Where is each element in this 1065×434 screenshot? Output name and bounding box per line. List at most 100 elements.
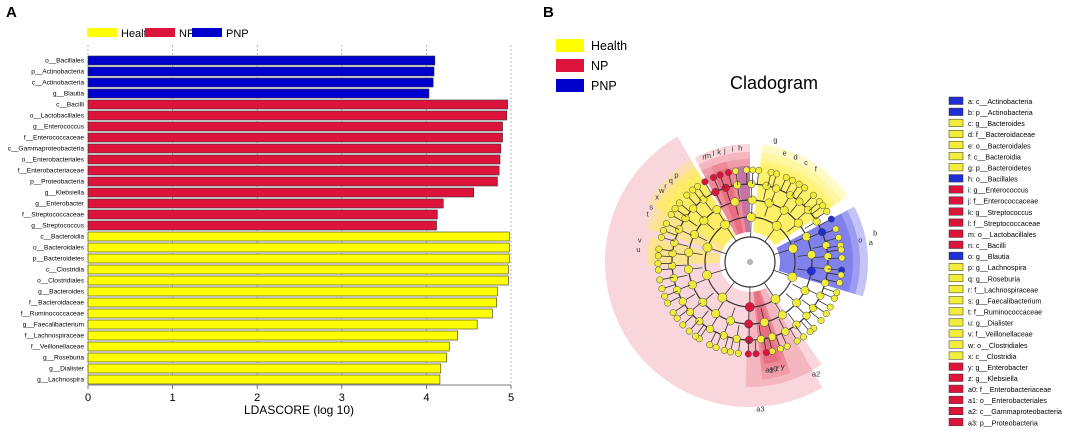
tree-node xyxy=(753,351,759,357)
tree-node xyxy=(807,267,815,275)
tree-node xyxy=(664,300,670,306)
bar-label: g__Faecalibacterium xyxy=(23,322,85,329)
tree-node xyxy=(699,298,707,306)
key-swatch xyxy=(949,330,963,338)
tree-node xyxy=(712,309,720,317)
tree-node xyxy=(838,272,844,278)
tree-node xyxy=(809,304,817,312)
tree-node xyxy=(703,243,712,252)
outer-label-a: a xyxy=(869,238,874,247)
tree-node xyxy=(796,181,802,187)
tree-node xyxy=(655,260,661,266)
key-label: n: c__Bacilli xyxy=(968,242,1006,250)
outer-label-v: v xyxy=(638,236,642,245)
key-label: g: p__Bacteroidetes xyxy=(968,164,1032,172)
tree-node xyxy=(745,351,751,357)
outer-label-w: w xyxy=(658,186,665,195)
bar-g-bacteroides xyxy=(88,287,497,296)
bar-f-veillonellaceae xyxy=(88,342,449,351)
key-swatch xyxy=(949,175,963,183)
key-swatch xyxy=(949,130,963,138)
tree-node xyxy=(828,216,834,222)
tree-node xyxy=(694,183,700,189)
bar-g-blautia xyxy=(88,89,429,98)
tree-node xyxy=(818,228,826,236)
clado-legend-swatch-np xyxy=(556,59,584,72)
x-tick-label: 1 xyxy=(170,392,176,404)
bar-c-gammaproteobacteria xyxy=(88,144,501,153)
lda-bar-labels: o__Bacillalesp__Actinobacteriac__Actinob… xyxy=(8,58,85,384)
key-label: a1: o__Enterobacteriales xyxy=(968,397,1047,405)
lda-x-axis-label: LDASCORE (log 10) xyxy=(244,403,354,417)
tree-node xyxy=(836,280,842,286)
bar-label: c__Clostridia xyxy=(46,267,84,274)
tree-node xyxy=(792,299,800,307)
tree-node xyxy=(834,289,840,295)
key-label: r: f__Lachnospiraceae xyxy=(968,286,1038,294)
tree-node xyxy=(702,270,711,279)
tree-node xyxy=(688,281,696,289)
outer-label-y: y xyxy=(781,362,785,371)
key-swatch xyxy=(949,385,963,393)
tree-node xyxy=(833,226,839,232)
tree-node xyxy=(777,346,783,352)
bar-label: g__Lachnospira xyxy=(37,377,84,384)
key-label: p: g__Lachnospira xyxy=(968,264,1026,272)
tree-node xyxy=(731,198,739,206)
key-label: i: g__Enterococcus xyxy=(968,187,1029,195)
legend-swatch-pnp xyxy=(192,28,222,37)
tree-node xyxy=(755,167,761,173)
tree-node xyxy=(717,172,723,178)
tree-node xyxy=(713,344,719,350)
key-label: e: o__Bacteroidales xyxy=(968,142,1031,150)
bar-f-bacteroidaceae xyxy=(88,298,497,307)
bar-label: g__Roseburia xyxy=(43,355,84,362)
tree-node xyxy=(732,168,738,174)
tree-node xyxy=(668,211,674,217)
tree-node xyxy=(836,234,842,240)
tree-node xyxy=(684,192,690,198)
key-label: o: g__Blautia xyxy=(968,253,1009,261)
outer-label-k: k xyxy=(717,147,721,156)
bar-label: c__Gammaproteobacteria xyxy=(8,146,85,153)
tree-node xyxy=(712,188,720,196)
tree-node xyxy=(696,318,704,326)
tree-node xyxy=(682,214,690,222)
key-swatch xyxy=(949,363,963,371)
key-label: a: c__Actinobacteria xyxy=(968,98,1032,106)
clado-legend-label-pnp: PNP xyxy=(591,79,617,93)
tree-node xyxy=(784,343,790,349)
key-swatch xyxy=(949,241,963,249)
tree-node xyxy=(778,311,786,319)
key-swatch xyxy=(949,252,963,260)
key-label: a3: p__Proteobacteria xyxy=(968,419,1038,427)
tree-node xyxy=(655,253,661,259)
tree-node xyxy=(772,185,780,193)
bar-o-bacteroidales xyxy=(88,243,509,252)
bar-f-enterobacteriaceae xyxy=(88,166,499,175)
tree-root-node xyxy=(748,260,753,265)
tree-node xyxy=(807,329,813,335)
tree-node xyxy=(672,205,678,211)
tree-node xyxy=(663,220,669,226)
key-swatch xyxy=(949,163,963,171)
key-swatch xyxy=(949,197,963,205)
panel-b-label: B xyxy=(543,4,554,21)
tree-node xyxy=(769,348,775,354)
x-tick-label: 0 xyxy=(85,392,91,404)
key-swatch xyxy=(949,407,963,415)
bar-label: g__Dialister xyxy=(49,366,85,373)
key-swatch xyxy=(949,263,963,271)
bar-label: c__Bacteroidia xyxy=(40,234,84,241)
key-swatch xyxy=(949,208,963,216)
tree-node xyxy=(763,182,771,190)
bar-p-proteobacteria xyxy=(88,177,497,186)
key-swatch xyxy=(949,285,963,293)
key-swatch xyxy=(949,186,963,194)
key-label: u: g__Dialister xyxy=(968,320,1014,328)
bar-label: f__Enterococcaceae xyxy=(24,135,84,142)
tree-node xyxy=(788,272,797,281)
tree-node xyxy=(839,255,845,261)
key-label: k: g__Streptococcus xyxy=(968,209,1033,217)
